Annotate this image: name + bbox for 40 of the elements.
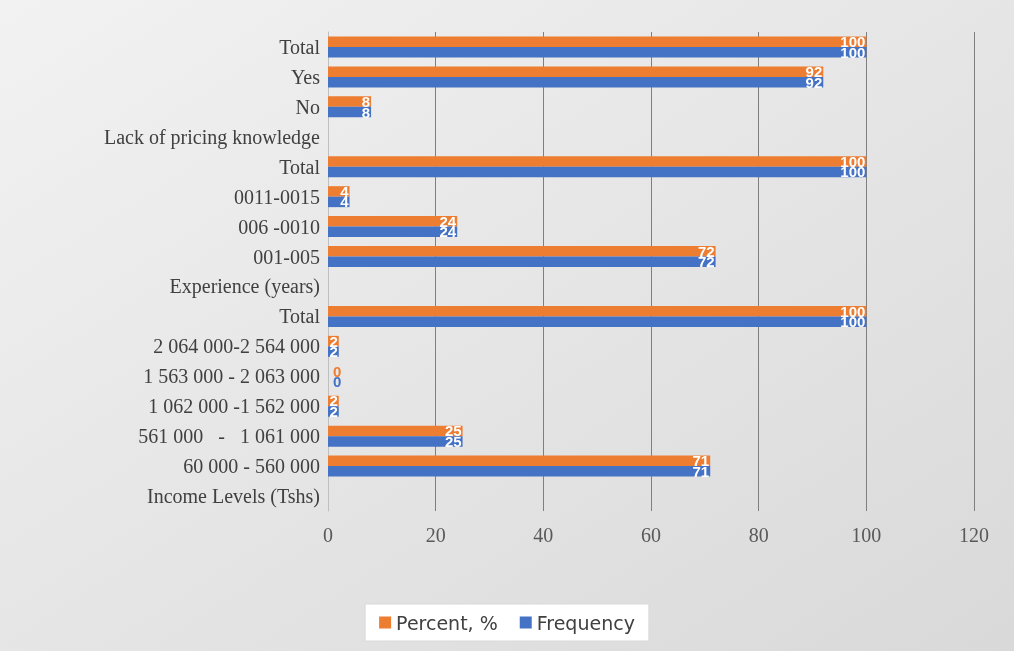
y-tick-label: 0011-0015 <box>234 185 320 208</box>
y-tick-label: 001-005 <box>253 245 320 268</box>
y-tick-label: Total <box>279 155 321 178</box>
y-tick-label: Yes <box>290 65 321 88</box>
y-tick-label: 006 -0010 <box>238 215 320 238</box>
y-tick-label: 561 000 - 1 061 000 <box>138 425 320 448</box>
y-tick-label: 1 563 000 - 2 063 000 <box>143 365 320 388</box>
x-tick-label: 20 <box>425 524 446 546</box>
bar <box>328 96 372 107</box>
y-tick-label: Total <box>279 35 321 58</box>
bar <box>328 466 711 477</box>
bar <box>328 256 716 268</box>
x-tick-label: 60 <box>641 524 661 546</box>
y-tick-label: Income Levels (Tshs) <box>147 485 320 509</box>
bar <box>328 455 711 467</box>
x-tick-label: 80 <box>748 524 769 546</box>
bar <box>328 166 867 178</box>
bar <box>328 46 867 58</box>
x-tick-label: 100 <box>851 524 882 546</box>
bar <box>328 316 867 327</box>
y-tick-label: 1 062 000 -1 562 000 <box>148 395 320 418</box>
legend-label: Percent, % <box>396 611 498 634</box>
y-tick-label: 60 000 - 560 000 <box>183 455 320 478</box>
y-tick-label: Total <box>279 305 321 328</box>
bar <box>328 436 463 447</box>
bar <box>328 305 867 317</box>
bar <box>328 156 867 167</box>
y-tick-label: Experience (years) <box>169 275 320 299</box>
y-tick-label: Lack of pricing knowledge <box>103 125 321 149</box>
bar <box>328 66 824 77</box>
bar <box>328 246 716 257</box>
legend-label: Frequency <box>536 611 635 634</box>
x-tick-label: 40 <box>533 524 554 546</box>
y-tick-label: 2 064 000-2 564 000 <box>153 335 320 358</box>
bar <box>328 76 824 88</box>
bar <box>328 216 458 227</box>
y-tick-label: No <box>295 95 320 118</box>
x-tick-label: 0 <box>323 524 333 546</box>
bar <box>328 36 867 47</box>
x-tick-label: 120 <box>959 524 989 546</box>
